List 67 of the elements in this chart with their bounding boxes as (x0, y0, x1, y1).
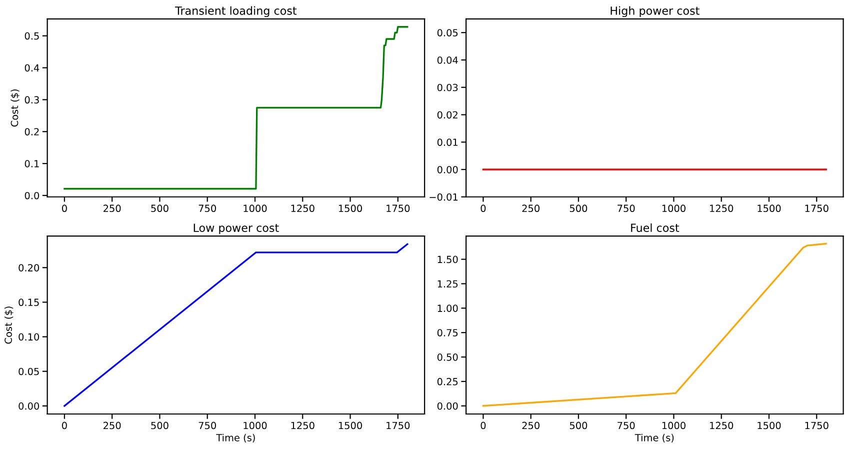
x-tick-label: 1250 (710, 204, 734, 212)
x-tick-label: 0 (62, 422, 67, 430)
x-tick-label: 250 (104, 204, 121, 212)
y-tick-label: 0.05 (437, 29, 458, 36)
line-series (482, 242, 827, 407)
y-tick-label: 0.05 (18, 368, 39, 376)
y-tick-label: 0.4 (24, 64, 40, 72)
x-tick-label: 1000 (244, 204, 267, 212)
x-tick-label: 1250 (291, 422, 314, 430)
x-tick-label: 1000 (662, 422, 686, 430)
line-series (64, 26, 408, 190)
x-tick-label: 1000 (662, 204, 686, 212)
x-tick-label: 1750 (805, 204, 828, 212)
y-tick-label: 0.25 (437, 378, 458, 386)
x-axis-title: Time (s) (634, 434, 674, 442)
y-tick-label: 0.2 (24, 128, 39, 136)
y-tick-label: 1.50 (438, 256, 458, 264)
x-tick-label: 250 (522, 204, 540, 212)
y-axis-title: Cost ($) (10, 89, 20, 127)
y-tick-label: 0.0 (24, 192, 40, 200)
x-tick-label: 750 (618, 422, 635, 430)
y-tick-label: 0.15 (18, 298, 39, 306)
x-tick-label: 0 (480, 204, 486, 212)
x-tick-label: 1250 (291, 204, 314, 212)
x-tick-label: 1750 (386, 204, 410, 212)
y-tick-label: 0.5 (24, 32, 39, 40)
x-tick-label: 1500 (758, 204, 781, 212)
x-tick-label: 500 (570, 204, 588, 212)
x-tick-label: 0 (62, 204, 67, 212)
y-tick-label: 0.02 (437, 111, 458, 119)
y-tick-label: 0.75 (437, 329, 458, 336)
y-tick-label: 0.01 (437, 138, 458, 146)
x-axis-title: Time (s) (216, 434, 255, 442)
y-tick-label: 0.50 (437, 354, 458, 361)
x-tick-label: 1750 (805, 422, 828, 430)
chart-title: Transient loading cost (175, 6, 297, 18)
x-tick-label: 1000 (244, 422, 267, 430)
y-tick-label: 0.04 (437, 56, 458, 64)
y-tick-label: 0.00 (18, 402, 40, 410)
x-tick-label: 1250 (710, 422, 734, 430)
y-tick-label: 0.03 (437, 84, 458, 92)
x-tick-label: 750 (198, 422, 216, 430)
y-tick-label: 1.00 (438, 304, 458, 312)
x-tick-label: 1500 (338, 422, 362, 430)
x-tick-label: 250 (522, 422, 540, 430)
x-tick-label: 500 (151, 422, 168, 430)
x-tick-label: 1750 (386, 422, 410, 430)
y-axis-title: Cost ($) (4, 306, 14, 344)
x-tick-label: 500 (570, 422, 588, 430)
x-tick-label: 750 (618, 204, 635, 212)
y-tick-label: −0.01 (430, 193, 458, 201)
y-tick-label: 0.00 (437, 402, 458, 410)
y-tick-label: 0.1 (24, 160, 39, 168)
chart-title: Low power cost (194, 224, 279, 234)
chart-title: Fuel cost (631, 223, 680, 232)
x-tick-label: 250 (104, 422, 121, 430)
y-tick-label: 0.3 (24, 96, 39, 104)
y-tick-label: 0.20 (18, 264, 40, 272)
y-tick-label: 0.00 (437, 166, 458, 174)
x-tick-label: 1500 (338, 204, 362, 212)
x-tick-label: 500 (151, 204, 168, 212)
chart-title: High power cost (610, 6, 700, 18)
x-tick-label: 750 (198, 204, 216, 212)
x-tick-label: 1500 (758, 422, 781, 430)
y-tick-label: 1.25 (438, 280, 458, 288)
y-tick-label: 0.10 (18, 333, 40, 341)
x-tick-label: 0 (480, 422, 486, 430)
